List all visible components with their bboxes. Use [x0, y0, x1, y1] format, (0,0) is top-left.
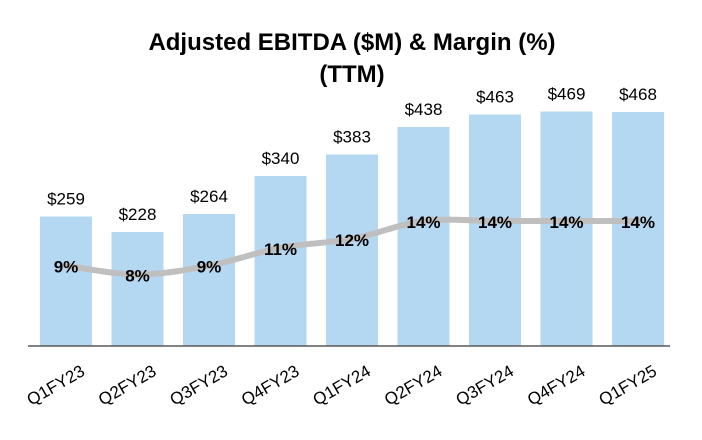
bar-Q1FY23: [40, 216, 92, 346]
margin-label-Q3FY23: 9%: [197, 258, 222, 277]
bar-series: [40, 111, 664, 346]
chart-title: Adjusted EBITDA ($M) & Margin (%): [148, 29, 555, 56]
category-label-Q2FY24: Q2FY24: [381, 361, 445, 409]
margin-line: [63, 216, 641, 278]
category-label-Q3FY23: Q3FY23: [167, 361, 231, 409]
bar-Q3FY24: [469, 114, 521, 346]
bar-Q1FY24: [326, 154, 378, 346]
bar-Q4FY24: [540, 111, 593, 346]
margin-label-Q1FY25: 14%: [621, 213, 655, 232]
margin-label-Q4FY23: 11%: [264, 240, 297, 259]
bar-value-label-Q4FY23: $340: [262, 149, 300, 168]
category-label-Q3FY24: Q3FY24: [453, 361, 517, 409]
bar-value-labels: $259 $228 $264 $340 $383 $438 $463 $469 $468: [47, 85, 657, 225]
bar-value-label-Q2FY23: $228: [119, 205, 157, 224]
category-label-Q4FY23: Q4FY23: [238, 361, 302, 409]
bar-value-label-Q4FY24: $469: [548, 85, 586, 104]
margin-label-Q3FY24: 14%: [478, 213, 512, 232]
bar-Q3FY23: [183, 214, 235, 346]
category-label-Q1FY25: Q1FY25: [596, 361, 660, 409]
bar-value-label-Q2FY24: $438: [405, 100, 443, 119]
margin-label-Q2FY24: 14%: [406, 213, 440, 232]
margin-label-Q1FY23: 9%: [54, 258, 79, 277]
bar-value-label-Q3FY24: $463: [476, 88, 514, 107]
bar-value-label-Q1FY25: $468: [619, 85, 657, 104]
bar-value-label-Q3FY23: $264: [190, 187, 228, 206]
bar-value-label-Q1FY23: $259: [47, 190, 85, 209]
category-labels: Q1FY23 Q2FY23 Q3FY23 Q4FY23 Q1FY24 Q2FY24 Q3FY…: [24, 361, 660, 409]
bar-Q1FY25: [612, 112, 664, 346]
bar-Q2FY23: [111, 232, 164, 346]
bar-value-label-Q1FY24: $383: [333, 128, 371, 147]
bar-Q4FY23: [254, 176, 307, 346]
category-label-Q2FY23: Q2FY23: [95, 361, 159, 409]
category-label-Q4FY24: Q4FY24: [524, 361, 588, 409]
margin-label-Q4FY24: 14%: [549, 213, 583, 232]
chart-subtitle: (TTM): [319, 61, 384, 88]
category-label-Q1FY24: Q1FY24: [310, 361, 374, 409]
category-label-Q1FY23: Q1FY23: [24, 361, 88, 409]
margin-labels: 9% 8% 9% 11% 12% 14% 14% 14% 14%: [54, 213, 655, 286]
bar-Q2FY24: [397, 127, 450, 346]
margin-label-Q2FY23: 8%: [125, 267, 150, 286]
margin-label-Q1FY24: 12%: [335, 231, 369, 250]
